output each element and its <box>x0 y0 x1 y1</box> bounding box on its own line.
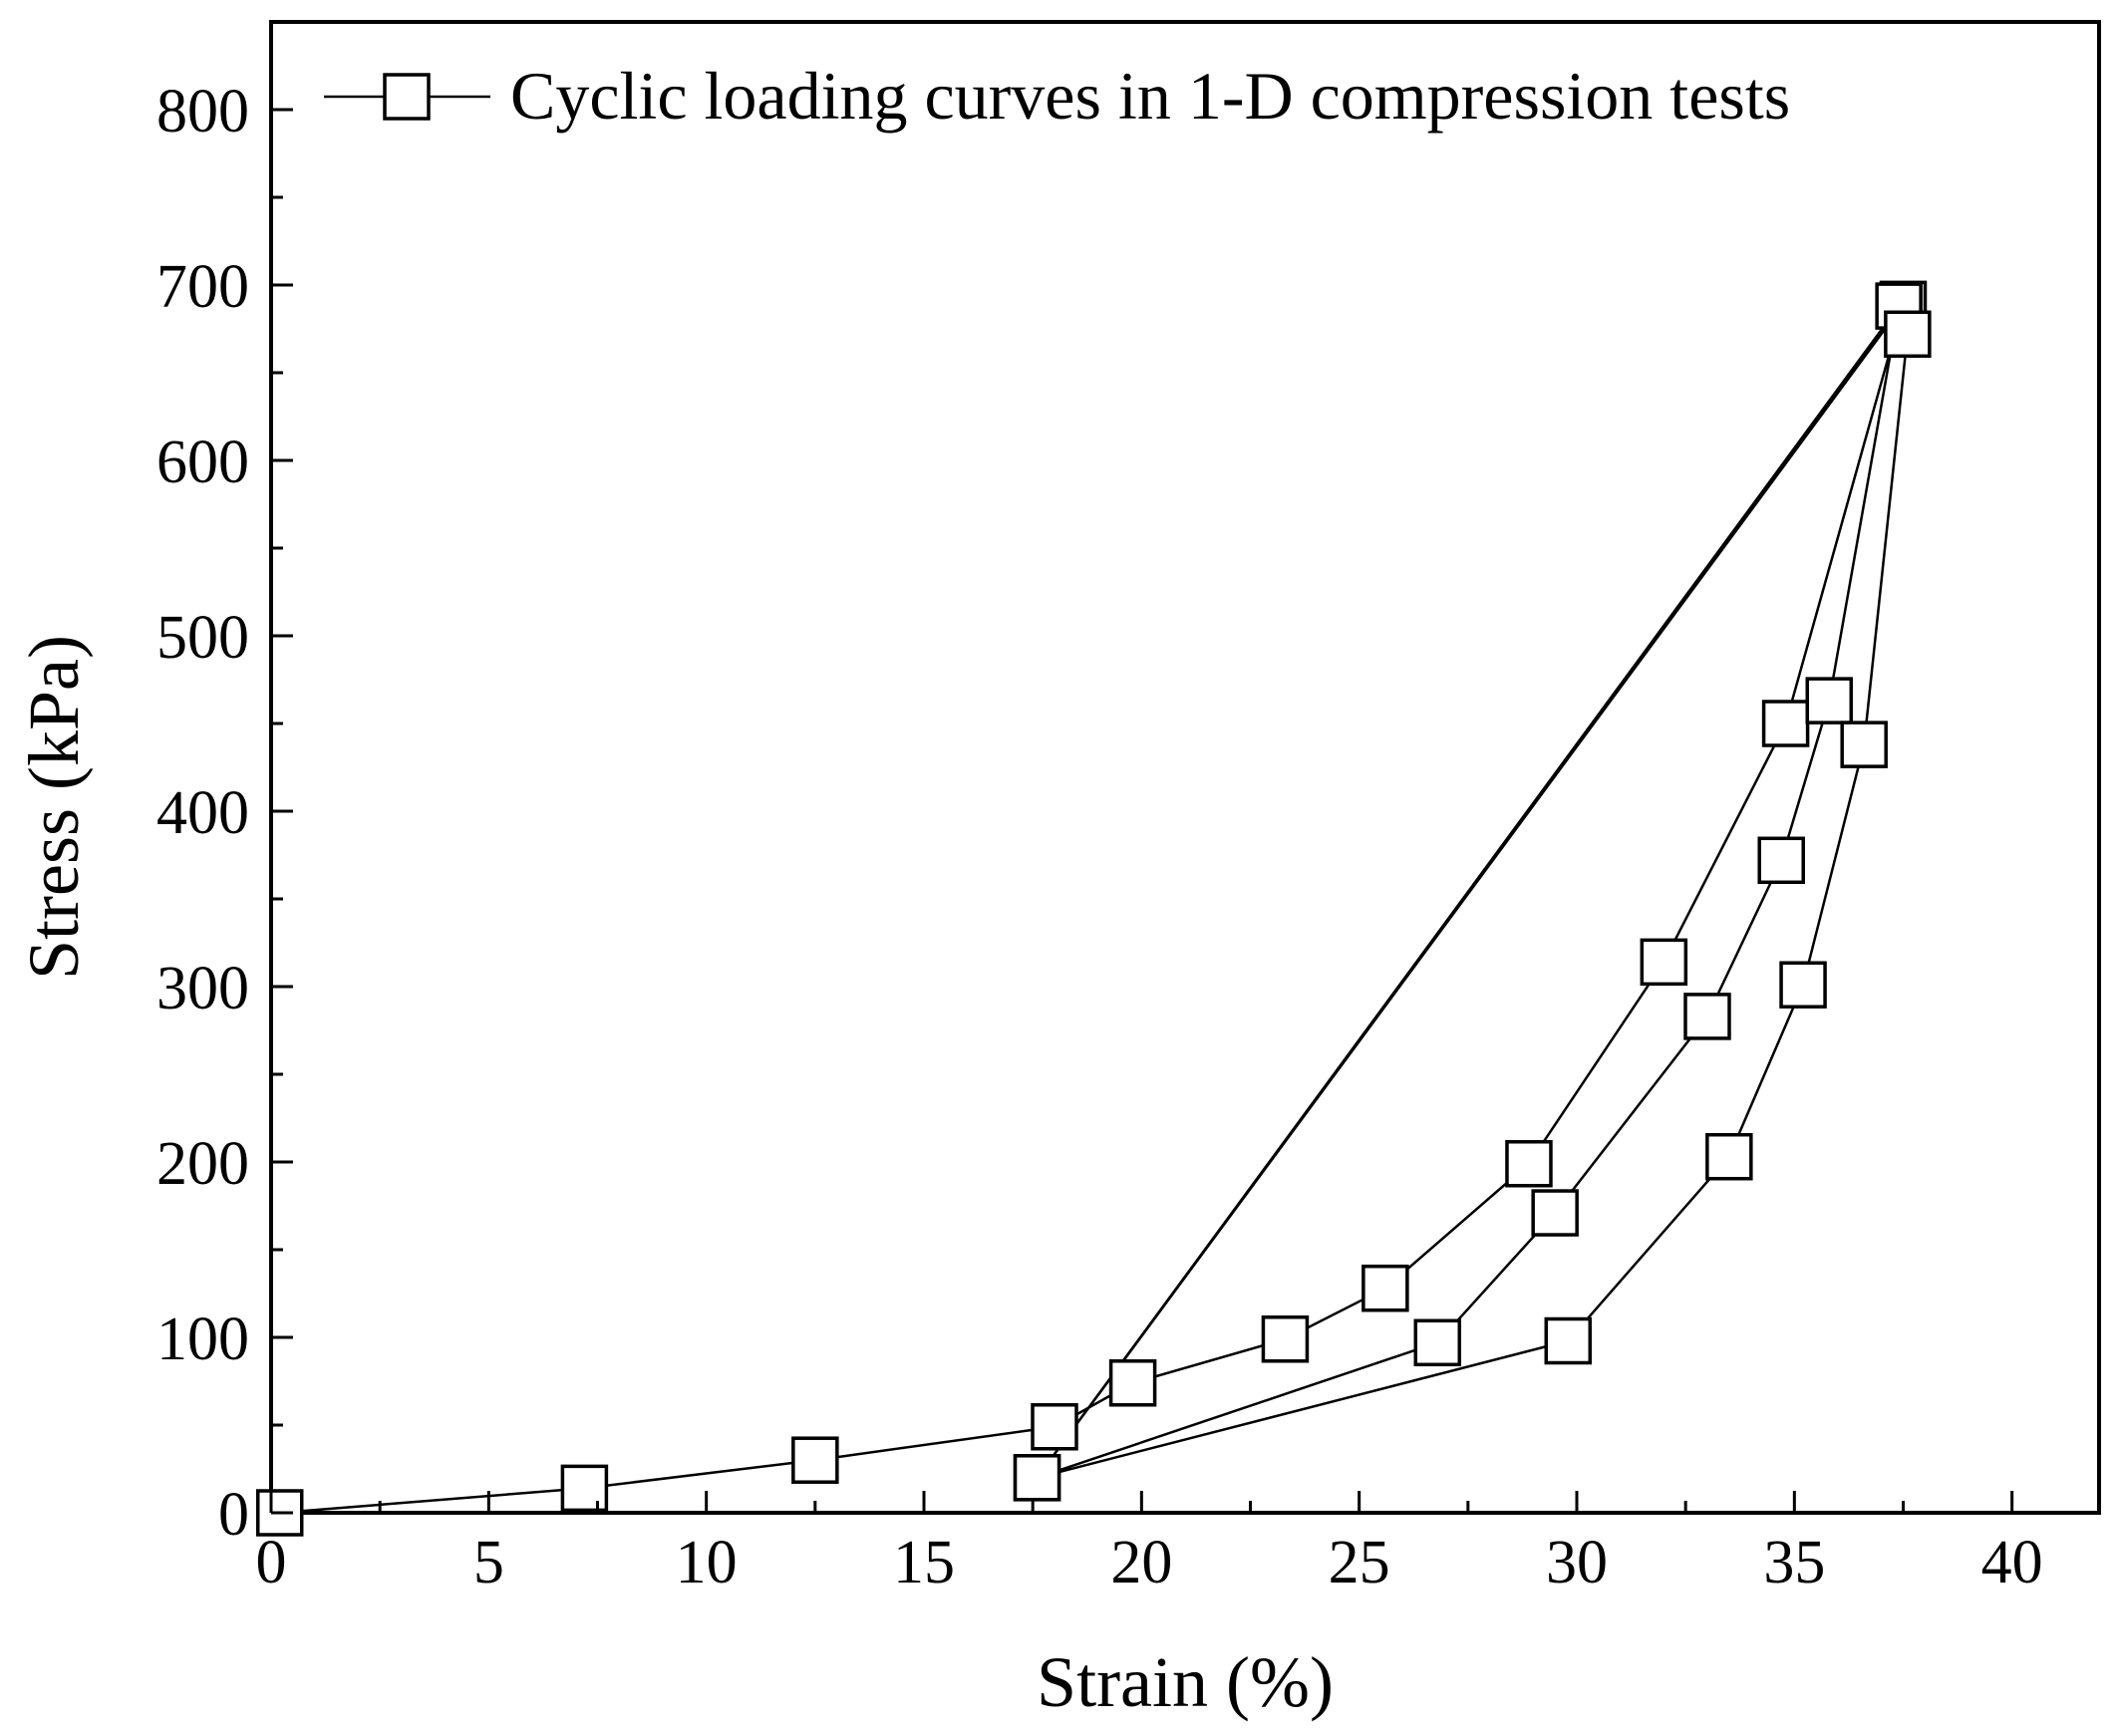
plot-frame <box>269 20 2101 1515</box>
y-tick-label: 0 <box>218 1481 249 1549</box>
x-tick-label: 5 <box>473 1529 504 1596</box>
series-line <box>279 303 1910 1515</box>
data-point <box>1108 1359 1157 1407</box>
legend: Cyclic loading curves in 1-D compression… <box>324 58 1790 134</box>
data-point <box>560 1464 609 1513</box>
y-tick-label: 600 <box>156 429 249 496</box>
x-tick-label: 40 <box>1981 1529 2043 1596</box>
data-point <box>1544 1316 1593 1365</box>
x-axis-title: Strain (%) <box>1037 1642 1334 1722</box>
data-point <box>1531 1189 1579 1237</box>
data-point <box>1884 310 1932 359</box>
plot-border <box>269 20 2101 1515</box>
x-tick-label: 30 <box>1546 1529 1608 1596</box>
data-markers <box>255 280 1932 1537</box>
data-point <box>1413 1318 1462 1367</box>
data-point <box>1640 938 1688 987</box>
y-axis-title: Stress (kPa) <box>14 635 94 980</box>
data-point <box>1683 993 1731 1040</box>
x-tick-label: 20 <box>1110 1529 1172 1596</box>
data-point <box>791 1436 839 1484</box>
y-tick-label: 800 <box>156 78 249 145</box>
data-point <box>1779 961 1827 1009</box>
y-tick-label: 200 <box>156 1130 249 1198</box>
data-point <box>1761 700 1810 747</box>
x-axis-ticks: 0 5 10 15 20 25 30 35 40 <box>256 1491 2043 1596</box>
data-point <box>1705 1132 1753 1181</box>
x-tick-label: 15 <box>893 1529 955 1596</box>
y-tick-label: 500 <box>156 604 249 672</box>
legend-marker-square <box>383 73 431 121</box>
data-point <box>1757 836 1805 885</box>
y-tick-label: 700 <box>156 253 249 321</box>
series-lines <box>279 303 1910 1515</box>
x-tick-label: 10 <box>676 1529 738 1596</box>
y-tick-label: 400 <box>156 779 249 847</box>
y-tick-label: 100 <box>156 1305 249 1373</box>
data-point <box>1505 1140 1553 1188</box>
data-point <box>1361 1264 1409 1312</box>
data-point <box>1261 1315 1310 1363</box>
data-point <box>1840 721 1888 768</box>
x-tick-label: 25 <box>1329 1529 1390 1596</box>
y-axis-ticks: 0 100 200 300 400 500 600 700 800 <box>156 20 293 1549</box>
data-point <box>1013 1454 1061 1502</box>
y-tick-label: 300 <box>156 955 249 1022</box>
x-tick-label: 0 <box>256 1529 287 1596</box>
x-tick-label: 35 <box>1763 1529 1825 1596</box>
legend-label: Cyclic loading curves in 1-D compression… <box>510 58 1790 134</box>
data-point <box>1805 677 1854 724</box>
data-point <box>1031 1403 1078 1451</box>
data-point <box>255 1489 304 1537</box>
